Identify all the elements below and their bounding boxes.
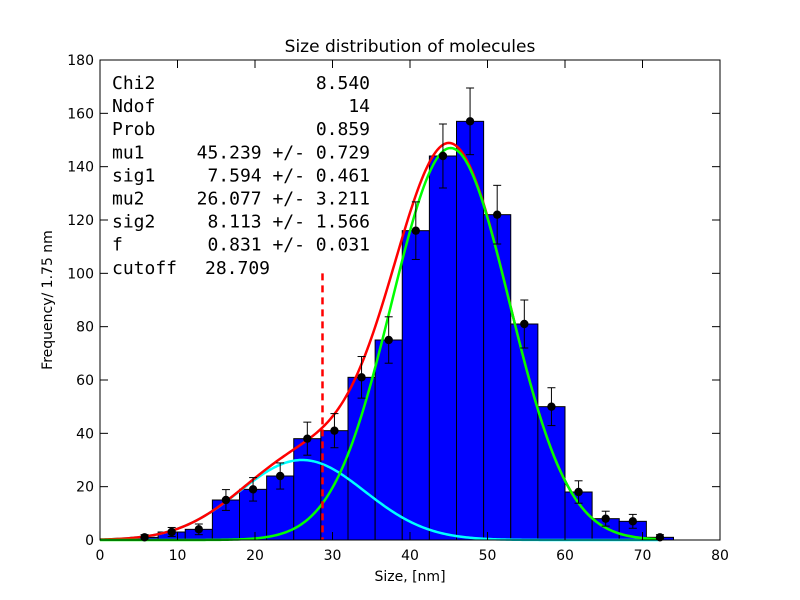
- y-tick-label: 0: [85, 533, 94, 549]
- data-point: [411, 226, 421, 235]
- data-point: [221, 495, 231, 505]
- stat-value: 0.831 +/- 0.031: [207, 235, 370, 256]
- x-tick-label: 20: [246, 548, 264, 564]
- stat-label: cutoff: [112, 258, 177, 279]
- data-point: [465, 117, 475, 126]
- y-axis-label: Frequency/ 1.75 nm: [40, 230, 56, 370]
- stat-value: 0.859: [316, 119, 370, 140]
- fit-statistics-box: Chi2 8.540 Ndof 14 Prob 0.859 mu1 45.239 +/- 0.…: [112, 73, 370, 279]
- y-tick-label: 160: [67, 106, 94, 122]
- x-tick-label: 80: [711, 548, 729, 564]
- y-tick-label: 80: [76, 320, 94, 336]
- data-point: [601, 514, 610, 523]
- x-tick-label: 10: [169, 548, 187, 564]
- y-tick-label: 40: [76, 426, 94, 442]
- data-point: [438, 151, 448, 161]
- stat-value: 26.077 +/- 3.211: [197, 189, 370, 210]
- y-tick-label: 100: [67, 266, 94, 282]
- x-tick-label: 70: [634, 548, 652, 564]
- histogram-bar: [483, 214, 512, 541]
- x-axis-ticks: 0 10 20 30 40 50 60 70 80: [96, 60, 729, 564]
- data-point: [357, 373, 366, 382]
- data-point: [303, 434, 312, 443]
- data-point: [194, 525, 204, 534]
- data-point: [248, 485, 258, 494]
- y-tick-label: 140: [67, 160, 94, 176]
- y-axis-ticks: 0 20 40 60 80 100 120 140 160 180: [67, 53, 720, 549]
- data-point: [655, 533, 665, 542]
- y-tick-label: 120: [67, 213, 94, 229]
- x-tick-label: 30: [324, 548, 342, 564]
- histogram-bars: [130, 120, 674, 541]
- stat-value: 8.113 +/- 1.566: [207, 212, 370, 233]
- data-point: [330, 426, 339, 435]
- x-tick-label: 50: [479, 548, 497, 564]
- data-point: [628, 517, 638, 526]
- chart-title: Size distribution of molecules: [285, 37, 536, 57]
- stat-label: sig1: [112, 165, 155, 186]
- data-point: [167, 527, 176, 537]
- stat-label: mu1: [112, 142, 145, 163]
- histogram-bar: [347, 376, 376, 541]
- data-point: [384, 335, 393, 345]
- x-tick-label: 0: [96, 548, 105, 564]
- stat-label: f: [112, 235, 123, 256]
- data-point: [492, 210, 502, 219]
- stat-value: 14: [348, 96, 370, 117]
- histogram-bar: [456, 120, 485, 541]
- stat-label: mu2: [112, 189, 145, 210]
- stat-label: Prob: [112, 119, 155, 140]
- histogram-bar: [374, 339, 403, 541]
- stat-label: Chi2: [112, 73, 155, 94]
- data-point: [275, 471, 285, 481]
- y-tick-label: 180: [67, 53, 94, 69]
- stat-value: 28.709: [205, 258, 270, 279]
- data-point: [574, 487, 583, 497]
- data-points: [140, 117, 665, 542]
- x-axis-label: Size, [nm]: [374, 569, 445, 585]
- y-tick-label: 60: [76, 373, 94, 389]
- stat-value: 8.540: [316, 73, 370, 94]
- histogram-bar: [401, 230, 430, 541]
- stat-value: 7.594 +/- 0.461: [207, 165, 370, 186]
- x-tick-label: 40: [401, 548, 419, 564]
- data-point: [547, 402, 556, 411]
- data-point: [140, 533, 149, 542]
- data-point: [520, 319, 529, 329]
- stat-value: 45.239 +/- 0.729: [197, 142, 370, 163]
- x-tick-label: 60: [556, 548, 574, 564]
- y-tick-label: 20: [76, 480, 94, 496]
- stat-label: Ndof: [112, 96, 155, 117]
- stat-label: sig2: [112, 212, 155, 233]
- histogram-bar: [428, 155, 457, 541]
